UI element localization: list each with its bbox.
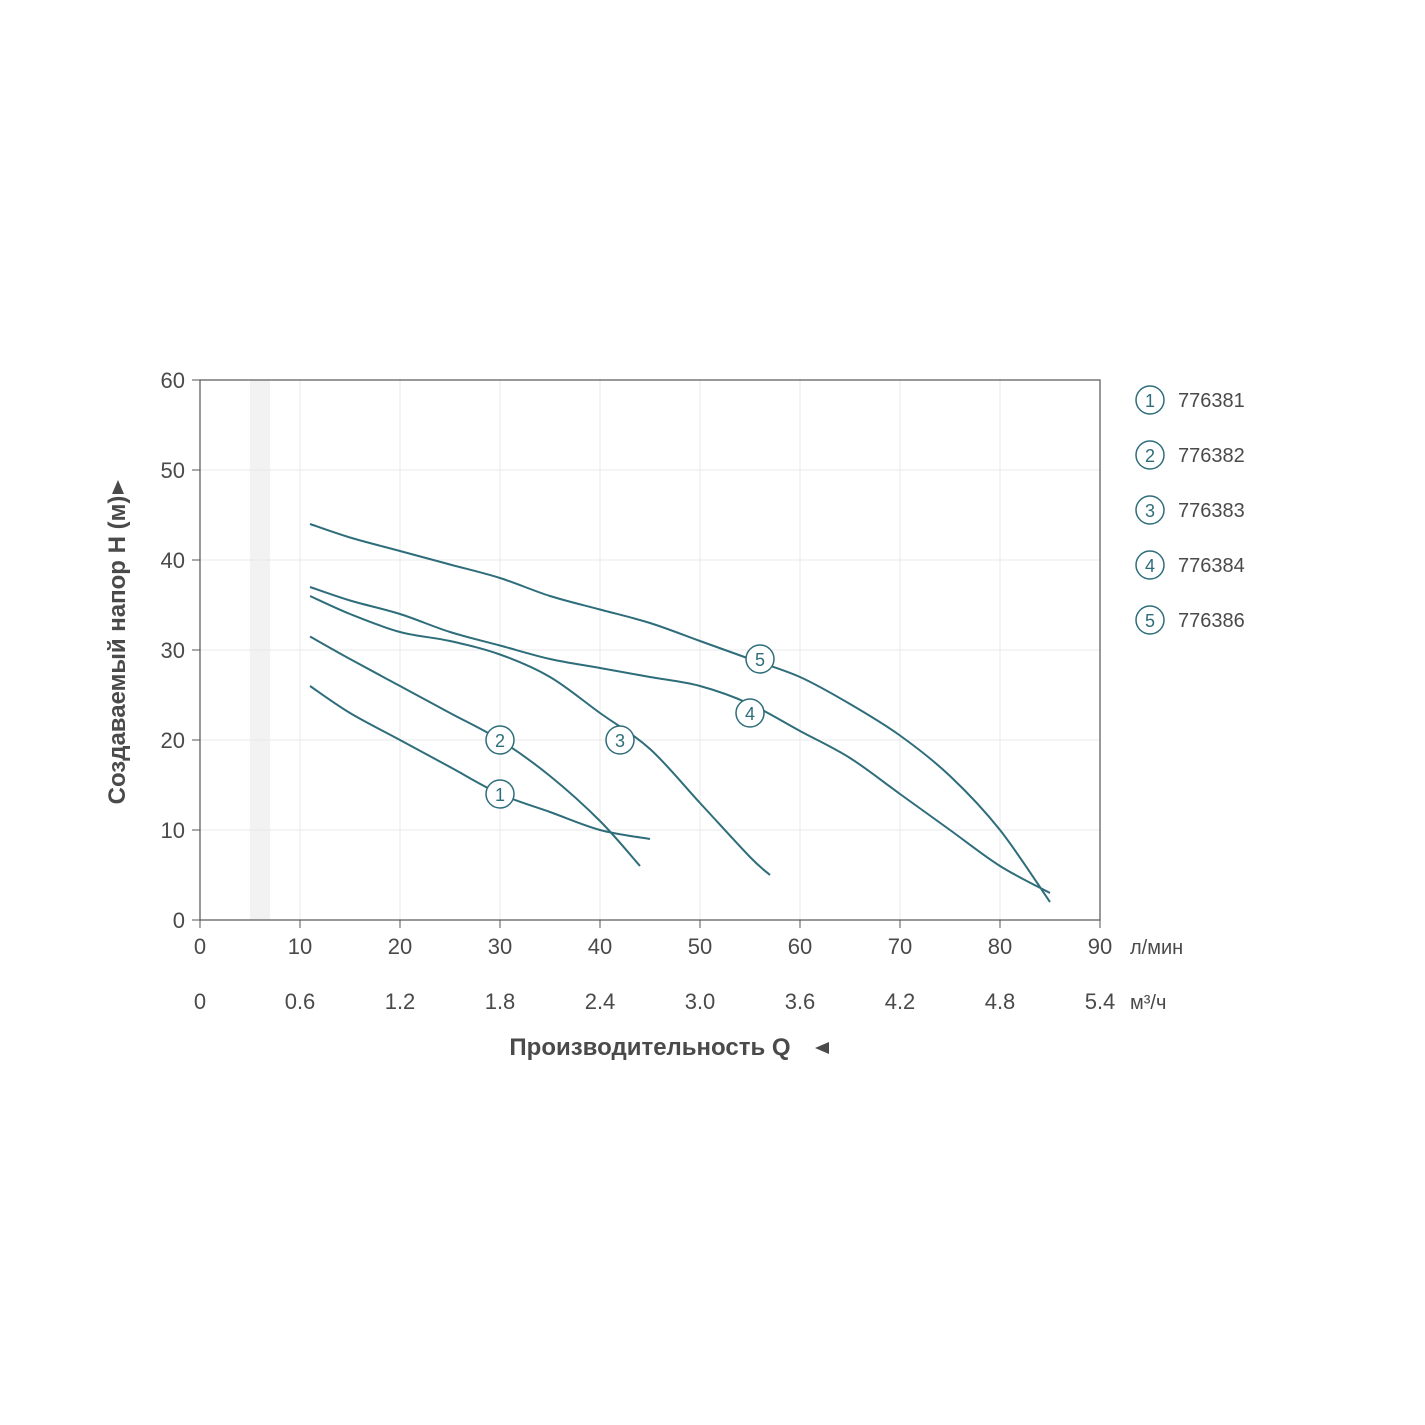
x1-tick-label: 70 bbox=[888, 934, 912, 959]
curve-marker-label-5: 5 bbox=[755, 650, 765, 670]
curve-marker-label-2: 2 bbox=[495, 731, 505, 751]
pump-performance-chart: 0 10 20 30 40 50 60 0 10 20 30 40 50 60 70 80 90 л/мин 0 0.… bbox=[0, 0, 1425, 1425]
legend-marker-num-1: 1 bbox=[1145, 391, 1155, 411]
curve-marker-label-4: 4 bbox=[745, 704, 755, 724]
legend-label-2: 776382 bbox=[1178, 445, 1245, 467]
x2-tick-label: 4.8 bbox=[985, 989, 1016, 1014]
x2-tick-label: 4.2 bbox=[885, 989, 916, 1014]
legend-marker-num-4: 4 bbox=[1145, 556, 1155, 576]
x2-tick-label: 2.4 bbox=[585, 989, 616, 1014]
x2-tick-label: 5.4 bbox=[1085, 989, 1116, 1014]
curve-marker-label-1: 1 bbox=[495, 785, 505, 805]
x2-tick-label: 1.2 bbox=[385, 989, 416, 1014]
x2-tick-label: 3.0 bbox=[685, 989, 716, 1014]
y-tick-label: 60 bbox=[161, 368, 185, 393]
x1-tick-label: 40 bbox=[588, 934, 612, 959]
curve-marker-label-3: 3 bbox=[615, 731, 625, 751]
legend-label-3: 776383 bbox=[1178, 500, 1245, 522]
x1-tick-label: 30 bbox=[488, 934, 512, 959]
x2-tick-label: 0 bbox=[194, 989, 206, 1014]
legend-label-4: 776384 bbox=[1178, 555, 1245, 577]
y-tick-label: 20 bbox=[161, 728, 185, 753]
x1-tick-label: 60 bbox=[788, 934, 812, 959]
x2-tick-label: 3.6 bbox=[785, 989, 816, 1014]
legend-label-5: 776386 bbox=[1178, 610, 1245, 632]
legend-marker-num-2: 2 bbox=[1145, 446, 1155, 466]
y-tick-label: 10 bbox=[161, 818, 185, 843]
x1-tick-label: 20 bbox=[388, 934, 412, 959]
x2-unit: м³/ч bbox=[1130, 992, 1166, 1014]
legend-label-1: 776381 bbox=[1178, 390, 1245, 412]
y-tick-label: 0 bbox=[173, 908, 185, 933]
y-tick-label: 40 bbox=[161, 548, 185, 573]
x1-tick-label: 50 bbox=[688, 934, 712, 959]
x1-tick-label: 10 bbox=[288, 934, 312, 959]
x1-tick-label: 90 bbox=[1088, 934, 1112, 959]
x1-unit: л/мин bbox=[1130, 937, 1183, 959]
x2-tick-label: 0.6 bbox=[285, 989, 316, 1014]
x2-tick-label: 1.8 bbox=[485, 989, 516, 1014]
y-tick-label: 30 bbox=[161, 638, 185, 663]
legend-marker-num-3: 3 bbox=[1145, 501, 1155, 521]
y-axis-label: Создаваемый напор H (м) bbox=[104, 496, 131, 805]
y-tick-label: 50 bbox=[161, 458, 185, 483]
x-axis-label: Производительность Q bbox=[509, 1034, 790, 1061]
x1-tick-label: 0 bbox=[194, 934, 206, 959]
x1-tick-label: 80 bbox=[988, 934, 1012, 959]
legend-marker-num-5: 5 bbox=[1145, 611, 1155, 631]
